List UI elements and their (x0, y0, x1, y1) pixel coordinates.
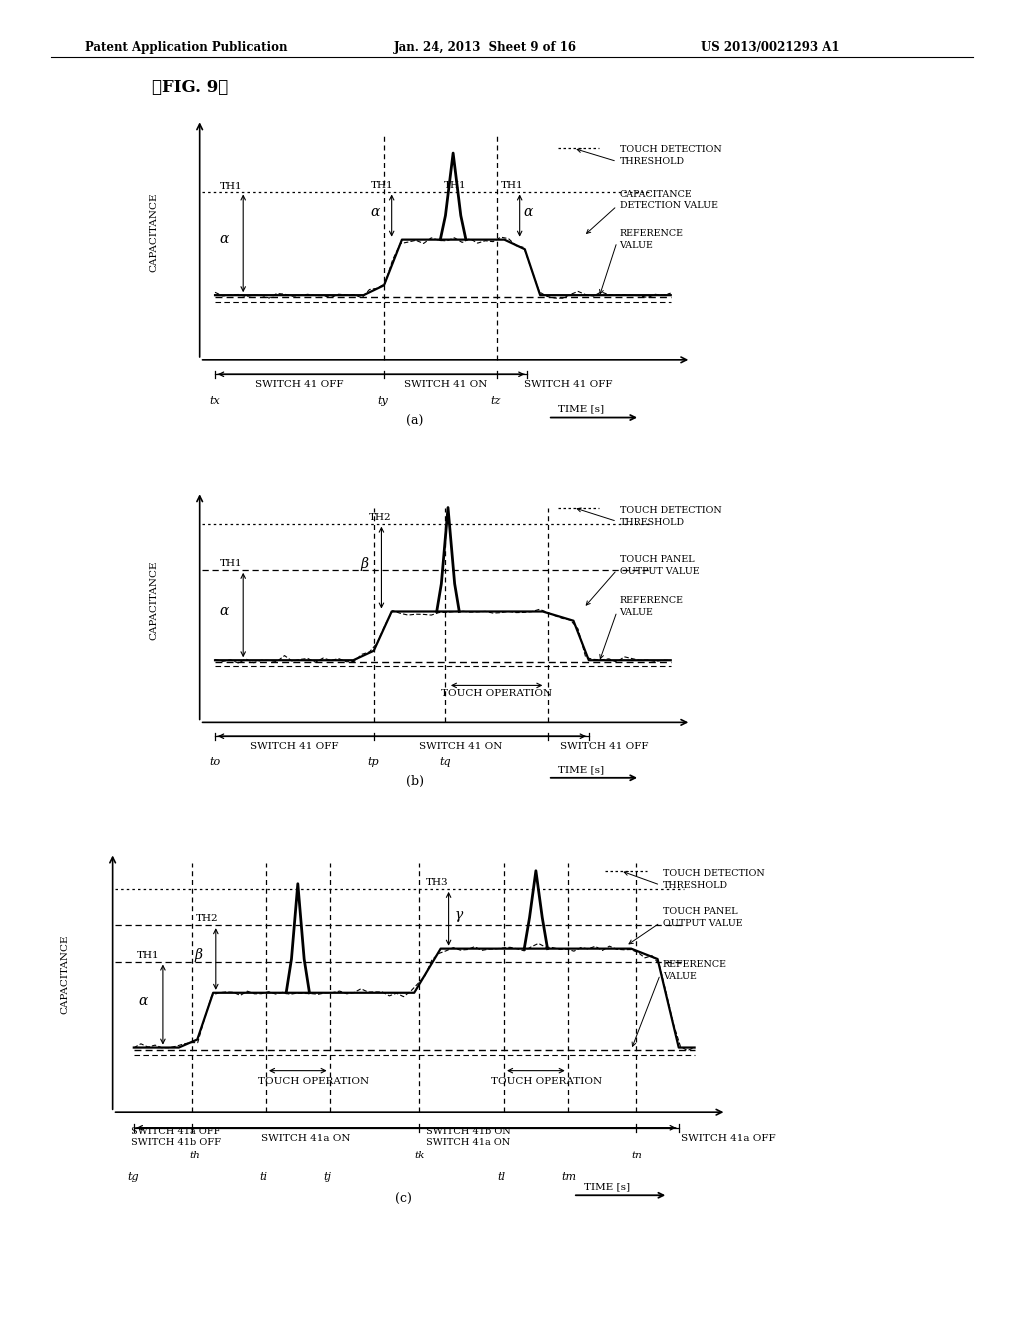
Text: SWITCH 41a OFF: SWITCH 41a OFF (681, 1134, 776, 1143)
Text: tz: tz (490, 396, 501, 407)
Text: TH3: TH3 (426, 878, 449, 887)
Text: SWITCH 41 ON: SWITCH 41 ON (403, 380, 487, 389)
Text: TH1: TH1 (444, 181, 467, 190)
Text: ty: ty (378, 396, 388, 407)
Text: REFERENCE
VALUE: REFERENCE VALUE (663, 961, 727, 981)
Text: α: α (219, 232, 229, 247)
Text: 【FIG. 9】: 【FIG. 9】 (152, 79, 227, 96)
Text: tq: tq (439, 758, 451, 767)
Text: Patent Application Publication: Patent Application Publication (85, 41, 288, 54)
Text: α: α (219, 605, 229, 618)
Text: to: to (209, 758, 220, 767)
Text: TH1: TH1 (220, 560, 243, 569)
Text: TOUCH DETECTION
THRESHOLD: TOUCH DETECTION THRESHOLD (620, 507, 721, 527)
Text: SWITCH 41a ON: SWITCH 41a ON (261, 1134, 350, 1143)
Text: TOUCH DETECTION
THRESHOLD: TOUCH DETECTION THRESHOLD (620, 145, 721, 166)
Text: CAPACITANCE: CAPACITANCE (60, 935, 70, 1014)
Text: (b): (b) (406, 775, 424, 788)
Text: US 2013/0021293 A1: US 2013/0021293 A1 (701, 41, 840, 54)
Text: tx: tx (209, 396, 219, 407)
Text: TOUCH DETECTION
THRESHOLD: TOUCH DETECTION THRESHOLD (663, 870, 765, 890)
Text: tk: tk (414, 1151, 425, 1159)
Text: tm: tm (561, 1172, 577, 1181)
Text: tj: tj (324, 1172, 331, 1181)
Text: ti: ti (260, 1172, 267, 1181)
Text: TH2: TH2 (197, 915, 219, 924)
Text: TIME [s]: TIME [s] (584, 1181, 630, 1191)
Text: TOUCH OPERATION: TOUCH OPERATION (490, 1077, 602, 1085)
Text: TH2: TH2 (369, 513, 391, 523)
Text: α: α (370, 205, 380, 219)
Text: SWITCH 41 OFF: SWITCH 41 OFF (560, 742, 648, 751)
Text: tn: tn (631, 1151, 642, 1159)
Text: SWITCH 41 OFF: SWITCH 41 OFF (524, 380, 612, 389)
Text: (a): (a) (407, 414, 423, 428)
Text: SWITCH 41b ON
SWITCH 41a ON: SWITCH 41b ON SWITCH 41a ON (426, 1126, 511, 1147)
Text: (c): (c) (395, 1193, 412, 1206)
Text: SWITCH 41a OFF
SWITCH 41b OFF: SWITCH 41a OFF SWITCH 41b OFF (131, 1126, 221, 1147)
Text: tl: tl (498, 1172, 506, 1181)
Text: th: th (189, 1151, 200, 1159)
Text: CAPACITANCE
DETECTION VALUE: CAPACITANCE DETECTION VALUE (620, 190, 718, 210)
Text: TOUCH PANEL
OUTPUT VALUE: TOUCH PANEL OUTPUT VALUE (663, 907, 742, 928)
Text: tp: tp (368, 758, 379, 767)
Text: Jan. 24, 2013  Sheet 9 of 16: Jan. 24, 2013 Sheet 9 of 16 (394, 41, 578, 54)
Text: SWITCH 41 OFF: SWITCH 41 OFF (255, 380, 344, 389)
Text: γ: γ (455, 908, 463, 921)
Text: SWITCH 41 OFF: SWITCH 41 OFF (250, 742, 339, 751)
Text: SWITCH 41 ON: SWITCH 41 ON (419, 742, 503, 751)
Text: TH1: TH1 (372, 181, 394, 190)
Text: TH1: TH1 (136, 950, 159, 960)
Text: β: β (195, 948, 203, 962)
Text: α: α (523, 205, 534, 219)
Text: β: β (360, 557, 369, 570)
Text: REFERENCE
VALUE: REFERENCE VALUE (620, 230, 684, 249)
Text: TH1: TH1 (220, 182, 243, 190)
Text: TOUCH OPERATION: TOUCH OPERATION (258, 1077, 370, 1085)
Text: tg: tg (127, 1172, 139, 1181)
Text: TIME [s]: TIME [s] (558, 766, 604, 774)
Text: TH1: TH1 (501, 181, 523, 190)
Text: α: α (138, 994, 148, 1007)
Text: REFERENCE
VALUE: REFERENCE VALUE (620, 597, 684, 618)
Text: CAPACITANCE: CAPACITANCE (150, 193, 158, 272)
Text: CAPACITANCE: CAPACITANCE (150, 560, 158, 640)
Text: TOUCH PANEL
OUTPUT VALUE: TOUCH PANEL OUTPUT VALUE (620, 554, 699, 576)
Text: TOUCH OPERATION: TOUCH OPERATION (441, 689, 552, 698)
Text: TIME [s]: TIME [s] (558, 404, 604, 413)
